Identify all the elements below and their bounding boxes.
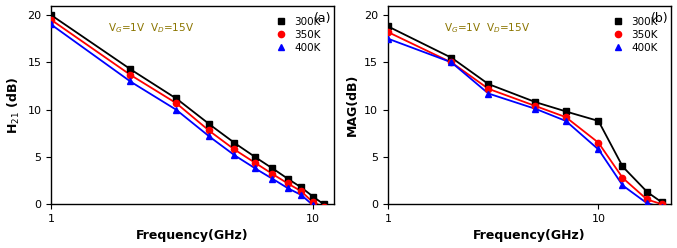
Legend: 300K, 350K, 400K: 300K, 350K, 400K	[267, 13, 325, 57]
400K	[531, 107, 539, 110]
400K	[320, 208, 328, 211]
300K	[297, 186, 305, 189]
350K	[384, 31, 392, 33]
Text: (b): (b)	[651, 11, 668, 25]
350K	[320, 206, 328, 209]
350K	[531, 104, 539, 107]
400K	[643, 202, 651, 205]
350K	[643, 198, 651, 201]
400K	[384, 37, 392, 40]
400K	[172, 108, 180, 111]
400K	[594, 148, 603, 151]
400K	[658, 206, 666, 209]
300K	[126, 67, 134, 70]
300K	[618, 165, 626, 168]
300K	[268, 167, 276, 170]
350K	[309, 201, 317, 204]
300K	[284, 177, 292, 180]
350K	[204, 129, 213, 132]
Line: 300K: 300K	[385, 23, 665, 205]
300K	[47, 14, 55, 17]
400K	[250, 167, 259, 170]
350K	[47, 18, 55, 21]
350K	[447, 61, 456, 64]
300K	[658, 201, 666, 204]
300K	[643, 190, 651, 193]
350K	[484, 87, 492, 90]
Line: 400K: 400K	[48, 21, 327, 213]
300K	[531, 100, 539, 103]
400K	[47, 23, 55, 26]
400K	[562, 120, 570, 123]
300K	[309, 195, 317, 198]
400K	[268, 177, 276, 180]
Text: V$_G$=1V  V$_D$=15V: V$_G$=1V V$_D$=15V	[108, 21, 194, 35]
350K	[268, 172, 276, 175]
400K	[204, 135, 213, 138]
350K	[297, 189, 305, 192]
400K	[284, 186, 292, 189]
400K	[309, 204, 317, 207]
350K	[618, 176, 626, 179]
Y-axis label: MAG(dB): MAG(dB)	[345, 74, 359, 136]
Text: (a): (a)	[314, 11, 331, 25]
300K	[230, 141, 238, 144]
X-axis label: Frequency(GHz): Frequency(GHz)	[473, 229, 586, 243]
350K	[230, 148, 238, 151]
Text: V$_G$=1V  V$_D$=15V: V$_G$=1V V$_D$=15V	[445, 21, 531, 35]
Y-axis label: H$_{21}$ (dB): H$_{21}$ (dB)	[5, 76, 22, 133]
350K	[594, 141, 603, 144]
Line: 400K: 400K	[385, 35, 665, 210]
350K	[172, 101, 180, 104]
300K	[447, 56, 456, 59]
300K	[562, 110, 570, 113]
Legend: 300K, 350K, 400K: 300K, 350K, 400K	[604, 13, 661, 57]
400K	[447, 61, 456, 64]
300K	[594, 120, 603, 123]
350K	[658, 203, 666, 206]
350K	[126, 73, 134, 76]
X-axis label: Frequency(GHz): Frequency(GHz)	[136, 229, 248, 243]
300K	[320, 203, 328, 206]
Line: 300K: 300K	[48, 12, 327, 207]
350K	[562, 116, 570, 119]
400K	[297, 193, 305, 196]
400K	[484, 92, 492, 95]
300K	[384, 25, 392, 28]
Line: 350K: 350K	[48, 17, 327, 210]
300K	[172, 97, 180, 100]
350K	[250, 161, 259, 164]
400K	[618, 184, 626, 187]
300K	[250, 155, 259, 158]
350K	[284, 182, 292, 185]
300K	[484, 83, 492, 86]
Line: 350K: 350K	[385, 29, 665, 207]
400K	[126, 80, 134, 83]
300K	[204, 122, 213, 125]
400K	[230, 154, 238, 156]
